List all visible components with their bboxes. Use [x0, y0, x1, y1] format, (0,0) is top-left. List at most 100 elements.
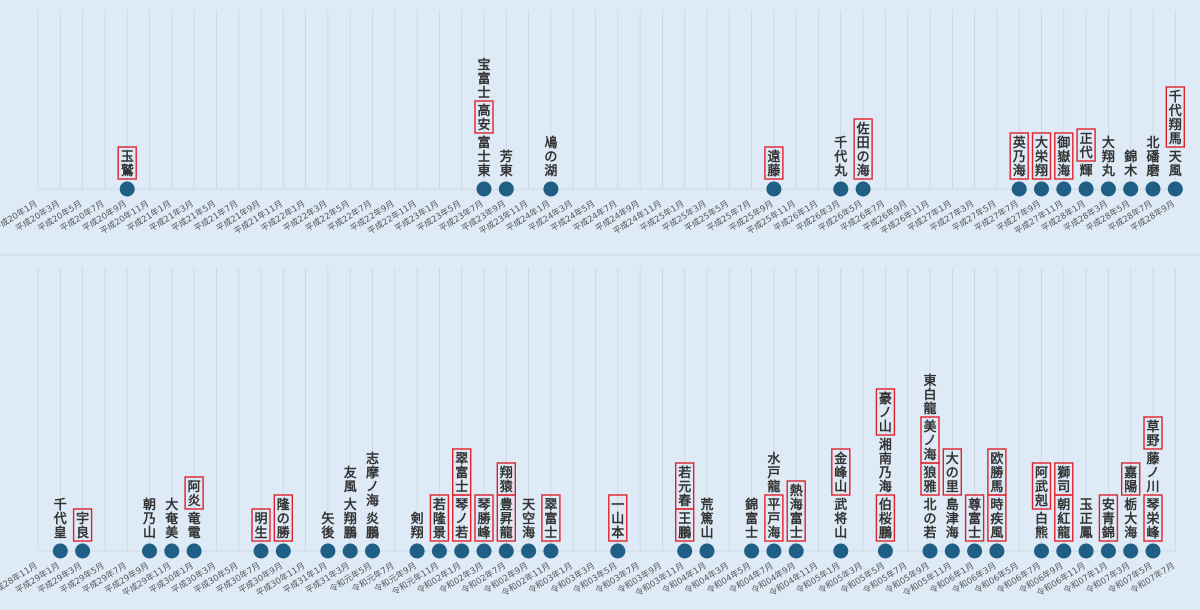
data-point [833, 543, 849, 559]
debut-point-group: 錦富士 [744, 497, 760, 559]
wrestler-name-text: 正代 [1079, 132, 1093, 161]
wrestler-name-text: 英乃海 [1012, 135, 1027, 179]
wrestler-name-text: 大翔鵬 [343, 497, 357, 541]
wrestler-name-text: 千代翔馬 [1168, 89, 1182, 147]
debut-point-group: 朝乃山 [142, 497, 157, 559]
wrestler-name: 東白龍 [923, 373, 936, 417]
wrestler-name-text: 大翔丸 [1101, 135, 1116, 179]
data-point [521, 543, 537, 559]
wrestler-name: 朝紅龍 [1054, 494, 1074, 542]
highlight-box [764, 494, 784, 542]
wrestler-name: 北磻磨 [1146, 136, 1159, 179]
debut-point-group: 千代丸 [833, 135, 849, 197]
debut-point-group: 玉正鳳 [1078, 498, 1094, 559]
wrestler-name: 王鵬 [675, 508, 695, 542]
wrestler-name: 大翔丸 [1101, 135, 1116, 179]
debut-point-group: 琴勝峰 [474, 494, 494, 559]
wrestler-name-text: 朝紅龍 [1057, 497, 1070, 541]
highlight-box [942, 448, 962, 496]
wrestler-name-text: 狼雅 [922, 465, 937, 495]
wrestler-name: 豪ノ山 [875, 388, 896, 436]
wrestler-name-text: 尊富士 [968, 497, 981, 541]
wrestler-name: 翔猿 [496, 462, 516, 496]
wrestler-name: 美ノ海 [920, 416, 940, 464]
highlight-box [1076, 128, 1096, 162]
wrestler-name-text: 東白龍 [923, 373, 936, 417]
highlight-box [474, 494, 494, 542]
debut-point-group: 天空海 [521, 498, 537, 559]
wrestler-name-text: 武将山 [834, 497, 847, 541]
data-point [788, 543, 804, 559]
debut-point-group: 剣翔 [410, 511, 425, 559]
wrestler-name: 玉鷲 [117, 146, 137, 180]
wrestler-name-text: 荒篤山 [699, 497, 713, 541]
highlight-box [1143, 416, 1163, 450]
wrestler-name: 明生 [251, 508, 271, 542]
highlight-box [1031, 462, 1052, 510]
debut-point-group: 明生 [251, 508, 271, 559]
data-point [1034, 543, 1049, 559]
wrestler-name: 伯桜鵬 [875, 494, 896, 542]
highlight-box [1054, 132, 1074, 180]
wrestler-name: 剣翔 [410, 511, 424, 541]
wrestler-name: 天風 [1169, 150, 1183, 179]
data-point [476, 181, 492, 197]
data-point [677, 543, 693, 559]
debut-point-group: 芳東 [498, 149, 514, 197]
data-point [119, 181, 135, 197]
data-point [454, 543, 470, 559]
debut-point-group: 隆の勝 [273, 494, 293, 559]
wrestler-name-text: 欧勝馬 [990, 451, 1004, 495]
wrestler-name-text: 栃大海 [1124, 497, 1137, 541]
data-point [365, 543, 380, 559]
wrestler-name-text: 湘南乃海 [878, 437, 892, 495]
wrestler-name-text: 宝富士 [477, 57, 490, 101]
data-point [989, 543, 1005, 559]
highlight-box [831, 448, 851, 496]
wrestler-name-text: 錦富士 [745, 497, 758, 541]
data-point [744, 543, 760, 559]
highlight-box [1009, 132, 1029, 180]
wrestler-name-text: 豪ノ山 [879, 391, 892, 435]
wrestler-name-text: 琴ノ若 [454, 497, 469, 541]
highlight-box [1098, 494, 1119, 542]
wrestler-name: 一山本 [608, 494, 628, 542]
wrestler-name: 御嶽海 [1054, 132, 1074, 180]
wrestler-name-text: 若隆景 [432, 497, 447, 541]
wrestler-name-text: 翔猿 [499, 465, 514, 495]
wrestler-name: 千代皇 [53, 497, 67, 541]
wrestler-name-text: 若元春 [677, 465, 692, 509]
data-point [1011, 181, 1027, 197]
debut-point-group: 大奄美 [164, 497, 180, 559]
debut-point-group: 若隆景 [429, 494, 450, 559]
wrestler-name: 平戸海 [764, 494, 784, 542]
wrestler-name: 高安 [474, 100, 494, 134]
data-point [431, 543, 447, 559]
highlight-box [541, 494, 561, 542]
data-point [1078, 543, 1094, 559]
wrestler-name: 正代 [1076, 128, 1096, 162]
debut-point-group: 翠富士 [541, 494, 561, 559]
wrestler-name: 金峰山 [831, 448, 851, 496]
wrestler-name-text: 天風 [1169, 150, 1183, 179]
highlight-box [764, 146, 784, 180]
wrestler-name: 宇良 [72, 508, 93, 542]
wrestler-name: 矢後 [321, 511, 335, 541]
debut-point-group: 輝正代 [1076, 128, 1096, 197]
wrestler-name-text: 玉正鳳 [1080, 498, 1093, 541]
debut-point-group: 尊富士 [964, 494, 985, 559]
wrestler-name: 阿武剋 [1031, 462, 1052, 510]
wrestler-name-text: 鳰の湖 [544, 135, 557, 179]
highlight-box [1054, 462, 1074, 496]
data-point [253, 543, 269, 559]
highlight-box [452, 448, 472, 496]
data-point [944, 543, 960, 559]
data-point [1100, 181, 1116, 197]
